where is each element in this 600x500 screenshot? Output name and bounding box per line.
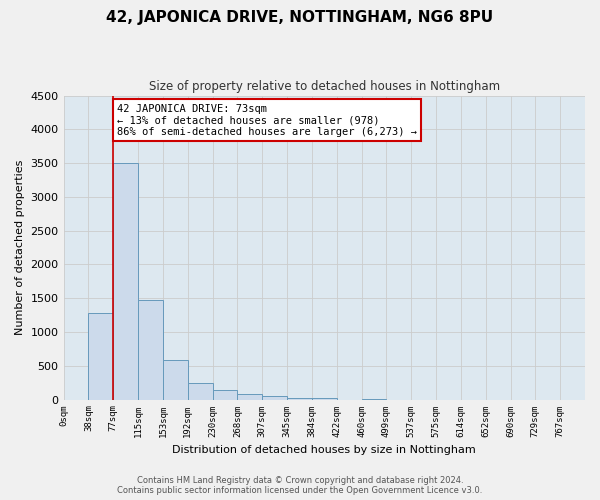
Text: Contains HM Land Registry data © Crown copyright and database right 2024.
Contai: Contains HM Land Registry data © Crown c… [118, 476, 482, 495]
Bar [362, 398, 386, 400]
Bar [138, 300, 163, 400]
Bar [88, 313, 113, 400]
Bar [312, 398, 337, 400]
X-axis label: Distribution of detached houses by size in Nottingham: Distribution of detached houses by size … [172, 445, 476, 455]
Bar [113, 163, 138, 400]
Text: 42, JAPONICA DRIVE, NOTTINGHAM, NG6 8PU: 42, JAPONICA DRIVE, NOTTINGHAM, NG6 8PU [106, 10, 494, 25]
Bar [188, 383, 212, 400]
Bar [262, 396, 287, 400]
Bar [212, 390, 238, 400]
Y-axis label: Number of detached properties: Number of detached properties [15, 160, 25, 335]
Bar [163, 360, 188, 400]
Title: Size of property relative to detached houses in Nottingham: Size of property relative to detached ho… [149, 80, 500, 93]
Bar [287, 398, 312, 400]
Text: 42 JAPONICA DRIVE: 73sqm
← 13% of detached houses are smaller (978)
86% of semi-: 42 JAPONICA DRIVE: 73sqm ← 13% of detach… [117, 104, 417, 137]
Bar [238, 394, 262, 400]
